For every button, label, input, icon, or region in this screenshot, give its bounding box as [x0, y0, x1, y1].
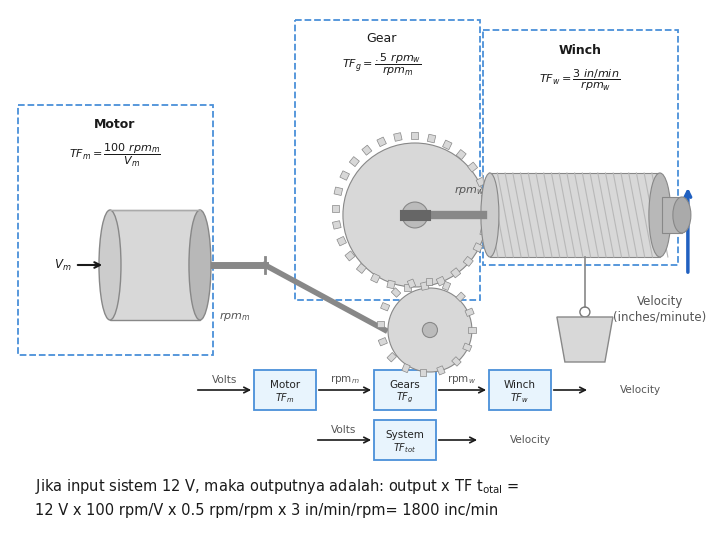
Text: $TF_m = \dfrac{100\ rpm_m}{V_m}$: $TF_m = \dfrac{100\ rpm_m}{V_m}$ [69, 141, 161, 168]
Text: $TF_g$: $TF_g$ [396, 391, 414, 405]
Bar [387, 353, 397, 362]
Bar [394, 133, 402, 141]
Bar [371, 273, 380, 283]
Bar [443, 140, 452, 150]
Bar [467, 162, 477, 172]
Text: Motor: Motor [94, 118, 135, 132]
Text: Gears: Gears [390, 380, 420, 390]
Text: $TF_m$: $TF_m$ [275, 391, 294, 405]
Bar [480, 227, 489, 236]
FancyBboxPatch shape [374, 370, 436, 410]
Bar [356, 264, 366, 273]
Text: rpm$_w$: rpm$_w$ [454, 184, 485, 197]
Ellipse shape [99, 210, 121, 320]
Bar [18, 105, 213, 355]
Text: Velocity: Velocity [620, 385, 661, 395]
Bar [340, 171, 349, 180]
Text: $TF_w$: $TF_w$ [510, 391, 529, 405]
Text: System: System [385, 430, 424, 440]
Bar [451, 268, 461, 278]
Text: Volts: Volts [212, 375, 238, 385]
Text: rpm$_m$: rpm$_m$ [219, 310, 251, 323]
Bar [420, 282, 429, 291]
Text: $TF_g = \dfrac{.5\ rpm_w}{rpm_m}$: $TF_g = \dfrac{.5\ rpm_w}{rpm_m}$ [342, 52, 422, 78]
Bar [490, 173, 660, 257]
Text: Jika input sistem 12 V, maka outputnya adalah: output x TF t$_{\mathregular{otal: Jika input sistem 12 V, maka outputnya a… [35, 477, 519, 496]
Ellipse shape [649, 173, 671, 257]
Circle shape [423, 322, 438, 338]
Circle shape [343, 143, 487, 287]
Bar [662, 197, 682, 233]
Bar [426, 278, 432, 285]
Bar [333, 221, 341, 229]
Bar [391, 288, 401, 298]
Bar [482, 194, 490, 202]
Bar [411, 132, 418, 139]
Bar [377, 321, 384, 327]
Ellipse shape [673, 197, 691, 233]
Text: Gear: Gear [366, 31, 397, 44]
Bar [468, 327, 476, 333]
Bar [332, 205, 339, 212]
Bar [476, 177, 486, 186]
Polygon shape [557, 317, 613, 362]
Bar [427, 134, 436, 143]
Bar [362, 145, 372, 155]
Text: Velocity: Velocity [510, 435, 551, 445]
Bar [402, 363, 410, 373]
FancyBboxPatch shape [489, 370, 551, 410]
Bar [483, 212, 490, 219]
Text: 12 V x 100 rpm/V x 0.5 rpm/rpm x 3 in/min/rpm= 1800 inc/min: 12 V x 100 rpm/V x 0.5 rpm/rpm x 3 in/mi… [35, 503, 498, 517]
Bar [405, 284, 411, 291]
Bar [110, 210, 200, 320]
Text: $V_m$: $V_m$ [55, 258, 72, 273]
Bar [451, 357, 461, 366]
Bar [420, 369, 426, 376]
Bar [463, 343, 472, 352]
Bar [378, 338, 387, 346]
Bar [408, 279, 415, 288]
Bar [387, 280, 395, 289]
Bar [349, 157, 359, 167]
Bar [436, 276, 446, 286]
Bar [345, 251, 355, 261]
Bar [377, 137, 387, 147]
Bar [483, 30, 678, 265]
Text: $TF_{tot}$: $TF_{tot}$ [393, 441, 417, 455]
Bar [295, 20, 480, 300]
Text: rpm$_m$: rpm$_m$ [330, 374, 360, 387]
Circle shape [388, 288, 472, 372]
Text: Winch: Winch [504, 380, 536, 390]
Bar [334, 187, 343, 195]
Bar [381, 302, 390, 311]
Bar [442, 281, 451, 291]
Text: Volts: Volts [331, 425, 356, 435]
Text: Velocity
(inches/minute): Velocity (inches/minute) [613, 295, 706, 323]
Bar [473, 243, 482, 252]
Bar [437, 366, 445, 375]
Bar [465, 308, 474, 316]
Ellipse shape [481, 173, 499, 257]
Text: rpm$_w$: rpm$_w$ [447, 374, 477, 387]
Circle shape [402, 202, 428, 228]
Text: Winch: Winch [559, 44, 601, 57]
Bar [456, 150, 466, 160]
Bar [337, 237, 346, 246]
Text: Motor: Motor [270, 380, 300, 390]
Text: $TF_w = \dfrac{3\ in/min}{rpm_w}$: $TF_w = \dfrac{3\ in/min}{rpm_w}$ [539, 68, 621, 93]
Ellipse shape [189, 210, 211, 320]
Bar [463, 256, 473, 266]
Bar [456, 292, 465, 301]
FancyBboxPatch shape [254, 370, 316, 410]
FancyBboxPatch shape [374, 420, 436, 460]
